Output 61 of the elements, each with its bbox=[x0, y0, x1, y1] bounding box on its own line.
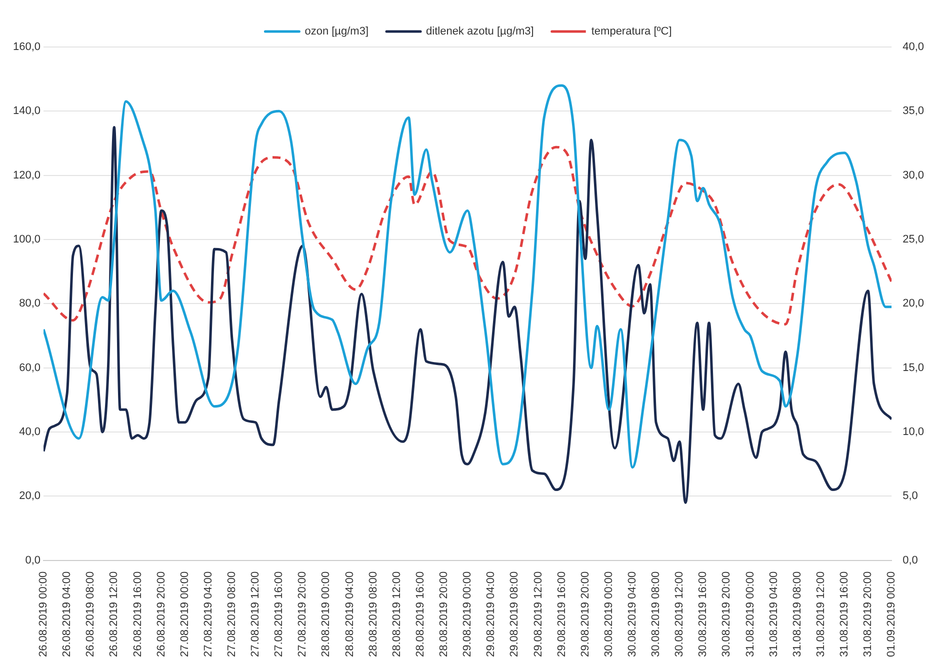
x-tick-label: 26.08.2019 12:00 bbox=[108, 571, 120, 658]
legend-label: temperatura [ºC] bbox=[591, 26, 672, 38]
x-tick-label: 29.08.2019 04:00 bbox=[485, 571, 498, 658]
y2-tick-label: 25,0 bbox=[902, 234, 924, 246]
y2-tick-label: 30,0 bbox=[902, 169, 924, 182]
y-tick-label: 100,0 bbox=[12, 234, 41, 246]
x-tick-label: 31.08.2019 00:00 bbox=[744, 571, 756, 658]
legend-label: ozon [µg/m3] bbox=[304, 26, 369, 38]
y2-tick-label: 40,0 bbox=[902, 41, 924, 54]
x-tick-label: 26.08.2019 08:00 bbox=[84, 571, 97, 658]
x-tick-label: 27.08.2019 08:00 bbox=[226, 571, 238, 658]
x-tick-label: 28.08.2019 16:00 bbox=[414, 571, 426, 658]
x-tick-label: 28.08.2019 12:00 bbox=[390, 571, 403, 658]
x-tick-label: 28.08.2019 00:00 bbox=[320, 571, 332, 658]
x-tick-label: 30.08.2019 04:00 bbox=[626, 571, 638, 658]
y2-tick-label: 35,0 bbox=[902, 105, 924, 118]
legend-label: ditlenek azotu [µg/m3] bbox=[426, 26, 534, 38]
y-tick-label: 40,0 bbox=[19, 426, 41, 438]
y2-tick-label: 10,0 bbox=[902, 426, 924, 438]
y-tick-label: 120,0 bbox=[12, 169, 41, 182]
x-tick-label: 29.08.2019 16:00 bbox=[556, 571, 568, 658]
line-series bbox=[44, 126, 892, 504]
x-tick-label: 27.08.2019 12:00 bbox=[250, 571, 262, 658]
y-tick-label: 0,0 bbox=[25, 554, 41, 566]
y2-tick-label: 15,0 bbox=[902, 362, 924, 374]
x-tick-label: 27.08.2019 04:00 bbox=[202, 571, 214, 658]
x-tick-label: 27.08.2019 00:00 bbox=[178, 571, 191, 658]
x-tick-label: 31.08.2019 08:00 bbox=[791, 571, 804, 658]
x-tick-label: 30.08.2019 16:00 bbox=[697, 571, 710, 658]
x-tick-label: 28.08.2019 08:00 bbox=[367, 571, 380, 658]
x-tick-label: 26.08.2019 04:00 bbox=[61, 571, 74, 658]
x-tick-label: 29.08.2019 12:00 bbox=[532, 571, 544, 658]
x-tick-label: 28.08.2019 04:00 bbox=[344, 571, 356, 658]
x-tick-label: 26.08.2019 20:00 bbox=[155, 571, 168, 658]
y2-tick-label: 20,0 bbox=[902, 298, 924, 310]
x-tick-label: 31.08.2019 20:00 bbox=[862, 571, 874, 658]
line-series bbox=[44, 146, 892, 326]
x-tick-label: 01.09.2019 00:00 bbox=[886, 571, 898, 658]
x-tick-label: 30.08.2019 08:00 bbox=[650, 571, 662, 658]
x-tick-label: 29.08.2019 20:00 bbox=[579, 571, 592, 658]
x-tick-label: 30.08.2019 12:00 bbox=[674, 571, 686, 658]
y-tick-label: 140,0 bbox=[12, 105, 41, 118]
x-tick-label: 30.08.2019 20:00 bbox=[720, 571, 733, 658]
x-tick-label: 29.08.2019 00:00 bbox=[462, 571, 474, 658]
x-tick-label: 30.08.2019 00:00 bbox=[602, 571, 615, 658]
x-tick-label: 27.08.2019 16:00 bbox=[273, 571, 286, 658]
y2-tick-label: 0,0 bbox=[902, 554, 918, 566]
x-tick-label: 29.08.2019 08:00 bbox=[508, 571, 521, 658]
x-tick-label: 31.08.2019 12:00 bbox=[814, 571, 827, 658]
y-tick-label: 80,0 bbox=[19, 298, 41, 310]
x-tick-label: 31.08.2019 16:00 bbox=[838, 571, 851, 658]
x-tick-label: 27.08.2019 20:00 bbox=[296, 571, 309, 658]
line-series bbox=[44, 84, 892, 469]
x-tick-label: 28.08.2019 20:00 bbox=[438, 571, 450, 658]
x-tick-label: 31.08.2019 04:00 bbox=[768, 571, 780, 658]
x-tick-label: 26.08.2019 00:00 bbox=[38, 571, 50, 658]
y-tick-label: 20,0 bbox=[19, 490, 41, 502]
x-tick-label: 26.08.2019 16:00 bbox=[132, 571, 144, 658]
y2-tick-label: 5,0 bbox=[902, 490, 918, 502]
y-tick-label: 60,0 bbox=[19, 362, 41, 374]
y-tick-label: 160,0 bbox=[12, 41, 41, 54]
